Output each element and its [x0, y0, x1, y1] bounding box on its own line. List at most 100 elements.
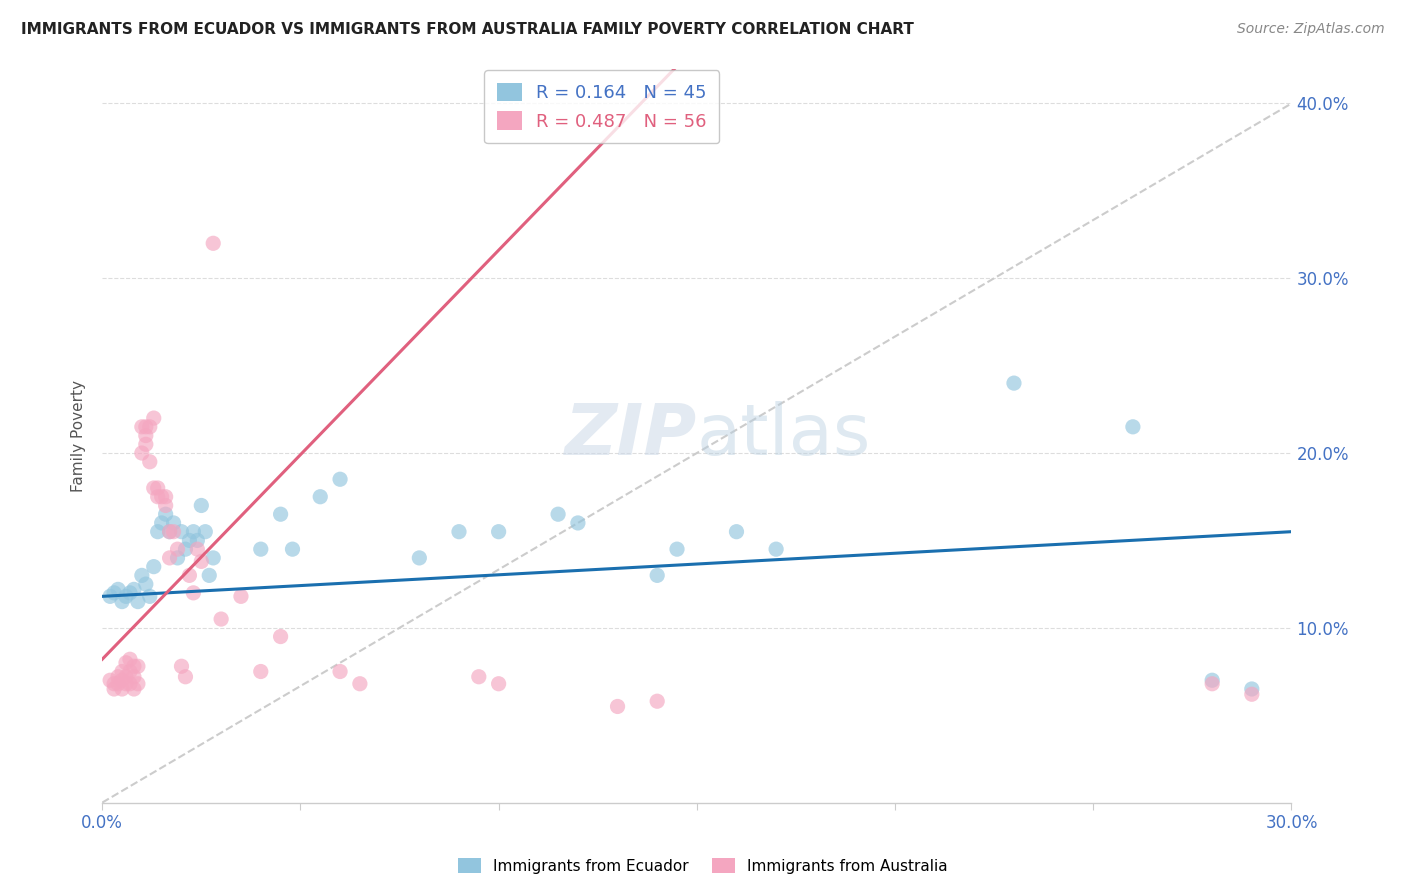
Point	[162, 516, 184, 530]
Point	[122, 582, 145, 597]
Point	[146, 481, 169, 495]
Point	[107, 582, 129, 597]
Point	[229, 590, 252, 604]
Point	[190, 554, 212, 568]
Point	[122, 670, 145, 684]
Point	[139, 590, 162, 604]
Point	[174, 670, 197, 684]
Point	[249, 665, 271, 679]
Point	[166, 542, 188, 557]
Point	[107, 677, 129, 691]
Point	[179, 533, 201, 548]
Point	[170, 659, 193, 673]
Point	[349, 677, 371, 691]
Point	[249, 542, 271, 557]
Legend: R = 0.164   N = 45, R = 0.487   N = 56: R = 0.164 N = 45, R = 0.487 N = 56	[484, 70, 720, 144]
Point	[329, 665, 352, 679]
Point	[202, 236, 225, 251]
Point	[1201, 673, 1223, 688]
Point	[115, 656, 138, 670]
Point	[159, 550, 181, 565]
Point	[1240, 687, 1263, 701]
Point	[183, 586, 205, 600]
Point	[155, 490, 177, 504]
Point	[170, 524, 193, 539]
Point	[118, 677, 141, 691]
Point	[150, 516, 173, 530]
Point	[309, 490, 332, 504]
Point	[107, 670, 129, 684]
Point	[468, 670, 491, 684]
Point	[155, 499, 177, 513]
Point	[150, 490, 173, 504]
Point	[281, 542, 304, 557]
Point	[135, 577, 157, 591]
Point	[135, 428, 157, 442]
Point	[131, 446, 153, 460]
Point	[270, 630, 292, 644]
Point	[111, 681, 134, 696]
Text: atlas: atlas	[697, 401, 872, 470]
Point	[186, 533, 208, 548]
Point	[270, 507, 292, 521]
Point	[179, 568, 201, 582]
Point	[488, 677, 510, 691]
Point	[202, 550, 225, 565]
Point	[488, 524, 510, 539]
Point	[606, 699, 628, 714]
Point	[547, 507, 569, 521]
Point	[1002, 376, 1025, 391]
Point	[127, 594, 149, 608]
Point	[118, 586, 141, 600]
Text: ZIP: ZIP	[565, 401, 697, 470]
Point	[111, 665, 134, 679]
Point	[135, 419, 157, 434]
Point	[139, 419, 162, 434]
Point	[98, 673, 121, 688]
Point	[103, 677, 125, 691]
Point	[115, 670, 138, 684]
Point	[174, 542, 197, 557]
Point	[127, 659, 149, 673]
Point	[567, 516, 589, 530]
Point	[135, 437, 157, 451]
Point	[142, 411, 165, 425]
Point	[103, 586, 125, 600]
Point	[111, 673, 134, 688]
Point	[159, 524, 181, 539]
Legend: Immigrants from Ecuador, Immigrants from Australia: Immigrants from Ecuador, Immigrants from…	[453, 852, 953, 880]
Point	[209, 612, 232, 626]
Point	[127, 677, 149, 691]
Point	[190, 499, 212, 513]
Y-axis label: Family Poverty: Family Poverty	[72, 380, 86, 491]
Point	[115, 677, 138, 691]
Point	[146, 490, 169, 504]
Point	[725, 524, 748, 539]
Point	[142, 559, 165, 574]
Point	[1240, 681, 1263, 696]
Point	[666, 542, 689, 557]
Point	[186, 542, 208, 557]
Point	[1122, 419, 1144, 434]
Point	[166, 550, 188, 565]
Point	[1201, 677, 1223, 691]
Text: Source: ZipAtlas.com: Source: ZipAtlas.com	[1237, 22, 1385, 37]
Point	[122, 659, 145, 673]
Point	[139, 455, 162, 469]
Point	[118, 652, 141, 666]
Point	[131, 568, 153, 582]
Point	[122, 681, 145, 696]
Point	[645, 568, 668, 582]
Point	[103, 681, 125, 696]
Point	[198, 568, 221, 582]
Point	[142, 481, 165, 495]
Point	[159, 524, 181, 539]
Point	[111, 594, 134, 608]
Point	[329, 472, 352, 486]
Point	[765, 542, 787, 557]
Point	[115, 590, 138, 604]
Point	[408, 550, 430, 565]
Point	[131, 419, 153, 434]
Point	[645, 694, 668, 708]
Point	[146, 524, 169, 539]
